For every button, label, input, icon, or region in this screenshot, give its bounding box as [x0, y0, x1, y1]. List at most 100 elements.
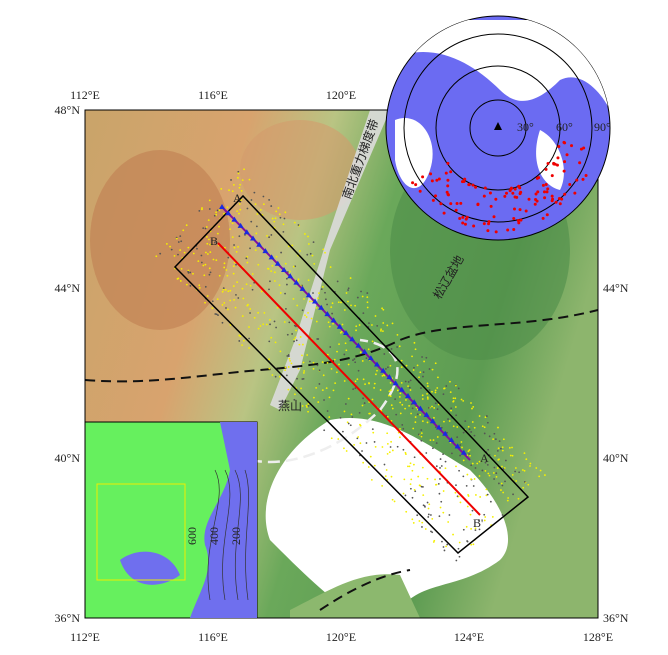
station-dot — [367, 348, 370, 351]
station-dot — [241, 179, 244, 182]
station-dot — [408, 465, 411, 468]
station-dot — [383, 463, 386, 466]
station-dot — [420, 432, 423, 435]
station-dot — [470, 464, 473, 467]
station-dot — [382, 308, 385, 311]
station-dot — [192, 272, 194, 275]
station-dot — [268, 288, 270, 291]
station-dot — [288, 270, 291, 273]
station-dot — [527, 483, 530, 486]
station-dot — [293, 221, 296, 224]
station-dot — [395, 413, 398, 416]
station-dot — [502, 438, 505, 441]
station-dot — [240, 199, 243, 201]
quake — [542, 190, 546, 194]
station-dot — [232, 265, 235, 267]
station-dot — [200, 261, 203, 264]
station-dot — [370, 478, 373, 481]
station-dot — [459, 444, 462, 446]
station-dot — [311, 254, 314, 257]
station-dot — [282, 223, 285, 226]
station-dot — [402, 492, 405, 495]
station — [392, 380, 399, 386]
quake — [461, 221, 465, 225]
station-dot — [422, 371, 425, 374]
station-dot — [374, 445, 377, 448]
quake — [545, 190, 549, 194]
quake — [445, 190, 449, 194]
station-dot — [347, 363, 350, 366]
station-dot — [307, 279, 310, 282]
quake — [552, 161, 556, 165]
station-dot — [203, 274, 206, 277]
station-dot — [414, 421, 417, 424]
quake — [546, 161, 550, 165]
station-dot — [262, 195, 265, 198]
station-dot — [211, 300, 214, 303]
station-dot — [278, 284, 281, 287]
station-dot — [444, 467, 447, 470]
station-dot — [198, 209, 201, 212]
station-dot — [268, 340, 271, 343]
station-dot — [434, 389, 437, 392]
station-dot — [322, 374, 325, 377]
quake — [518, 208, 522, 212]
station-dot — [170, 248, 173, 251]
station-dot — [464, 420, 467, 422]
station-dot — [343, 380, 346, 382]
station-dot — [226, 308, 229, 311]
station-dot — [324, 298, 327, 301]
station-dot — [427, 513, 430, 516]
station-dot — [339, 416, 342, 419]
station-dot — [435, 442, 438, 444]
station-dot — [405, 510, 408, 513]
station-dot — [228, 189, 230, 192]
station-dot — [274, 341, 277, 344]
quake — [546, 187, 550, 191]
station-dot — [422, 375, 424, 378]
station-dot — [386, 324, 389, 327]
station-dot — [399, 412, 402, 415]
station-dot — [315, 320, 318, 323]
station-dot — [373, 441, 376, 443]
lon-label: 124°E — [454, 630, 484, 644]
station-dot — [273, 271, 276, 274]
quake — [536, 190, 540, 194]
station-dot — [294, 393, 296, 396]
station-dot — [448, 514, 451, 516]
station-dot — [442, 453, 444, 456]
station-dot — [209, 271, 212, 274]
station-dot — [431, 405, 433, 408]
station-dot — [373, 464, 376, 467]
station-dot — [445, 385, 448, 387]
station-dot — [345, 292, 348, 294]
station-dot — [246, 207, 249, 210]
station-dot — [345, 349, 348, 352]
station-dot — [412, 369, 415, 371]
station-dot — [416, 364, 419, 367]
station-dot — [345, 450, 348, 452]
station-dot — [438, 492, 441, 495]
quake — [511, 191, 515, 195]
station-dot — [238, 203, 241, 205]
quake — [439, 202, 443, 206]
station-dot — [544, 474, 546, 476]
station-dot — [249, 312, 251, 314]
station-dot — [255, 225, 258, 228]
station-dot — [409, 389, 412, 391]
station-dot — [459, 454, 461, 457]
station-dot — [389, 381, 392, 384]
station-dot — [488, 435, 491, 438]
quake — [459, 201, 463, 205]
station-dot — [312, 367, 315, 370]
station-dot — [208, 199, 211, 202]
station-dot — [189, 284, 192, 287]
station-dot — [423, 360, 425, 363]
station-dot — [215, 259, 218, 262]
station-dot — [485, 488, 488, 491]
station-dot — [454, 406, 457, 408]
station-dot — [361, 450, 363, 452]
station-dot — [421, 521, 424, 524]
station-dot — [343, 447, 345, 450]
station-dot — [506, 499, 509, 502]
